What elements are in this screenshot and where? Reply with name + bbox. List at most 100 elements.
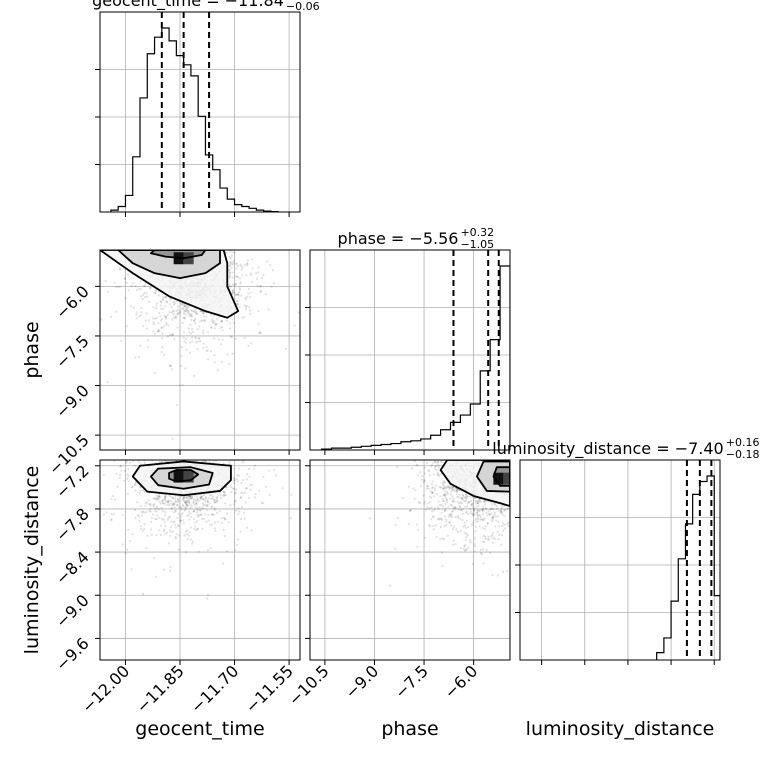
panel-geocent_time-vs-luminosity_distance-sample-point [207, 497, 210, 500]
panel-geocent_time-vs-phase-sample-point [178, 237, 180, 239]
panel-geocent_time-vs-phase-sample-point [172, 232, 174, 234]
panel-geocent_time-vs-luminosity_distance-sample-point [157, 498, 160, 501]
panel-geocent_time-vs-phase-sample-point [176, 305, 180, 308]
panel-phase-vs-luminosity_distance-sample-point [450, 504, 453, 507]
panel-geocent_time-vs-phase-sample-point [294, 237, 296, 239]
panel-geocent_time-vs-phase-sample-point [177, 231, 179, 233]
panel-geocent_time-vs-phase-sample-point [228, 362, 231, 366]
panel-phase-vs-luminosity_distance-sample-point [448, 418, 450, 420]
panel-phase-vs-luminosity_distance-sample-point [431, 463, 434, 466]
panel-phase-vs-luminosity_distance-sample-point [476, 508, 479, 511]
panel-geocent_time-vs-luminosity_distance-sample-point [127, 475, 130, 478]
panel-phase-vs-luminosity_distance-sample-point [455, 528, 458, 531]
panel-geocent_time-vs-phase-sample-point [168, 298, 171, 301]
panel-geocent_time-vs-phase-sample-point [198, 320, 202, 323]
panel-geocent_time-vs-phase-sample-point [241, 266, 244, 269]
panel-phase-vs-luminosity_distance-sample-point [472, 499, 475, 502]
panel-geocent_time-vs-phase-sample-point [190, 242, 192, 244]
panel-geocent_time-vs-luminosity_distance-sample-point [207, 458, 209, 460]
panel-phase-vs-luminosity_distance-sample-point [459, 452, 461, 454]
panel-geocent_time-vs-phase-sample-point [143, 239, 145, 241]
panel-geocent_time-vs-luminosity_distance-sample-point [219, 494, 222, 497]
hist-phase-layer [320, 250, 510, 450]
panel-geocent_time-vs-phase-sample-point [190, 315, 193, 318]
panel-geocent_time-vs-phase-sample-point [239, 263, 242, 266]
panel-geocent_time-vs-luminosity_distance-sample-point [173, 520, 176, 523]
panel-phase-vs-luminosity_distance-sample-point [494, 425, 496, 427]
panel-geocent_time-vs-phase-sample-point [228, 260, 231, 263]
panel-phase-vs-luminosity_distance-sample-point [462, 525, 465, 528]
panel-phase-vs-luminosity_distance-sample-point [503, 523, 506, 526]
hist-phase-title-minus: −1.05 [460, 238, 494, 251]
panel-geocent_time-vs-luminosity_distance-sample-point [160, 517, 164, 521]
panel-geocent_time-vs-phase-sample-point [164, 317, 168, 320]
panel-geocent_time-vs-phase-sample-point [123, 277, 126, 280]
panel-geocent_time-vs-luminosity_distance-sample-point [140, 447, 142, 449]
panel-geocent_time-vs-luminosity_distance-sample-point [161, 501, 164, 504]
panel-phase-vs-luminosity_distance-sample-point [464, 526, 468, 529]
panel-geocent_time-vs-luminosity_distance-sample-point [153, 507, 157, 510]
panel-geocent_time-vs-luminosity_distance-peak-cell [183, 470, 194, 483]
panel-geocent_time-vs-luminosity_distance-sample-point [159, 454, 161, 456]
panel-phase-vs-luminosity_distance-sample-point [515, 470, 517, 472]
panel-geocent_time-vs-phase-sample-point [217, 208, 219, 210]
panel-geocent_time-vs-luminosity_distance-sample-point [193, 416, 195, 418]
panel-geocent_time-vs-luminosity_distance-sample-point [197, 431, 199, 433]
panel-phase-vs-luminosity_distance-sample-point [470, 496, 473, 499]
panel-geocent_time-vs-luminosity_distance-sample-point [189, 503, 192, 506]
panel-geocent_time-vs-luminosity_distance-sample-point [194, 460, 197, 463]
panel-phase-vs-luminosity_distance-sample-point [430, 496, 433, 500]
panel-phase-vs-luminosity_distance-sample-point [412, 444, 414, 446]
panel-geocent_time-vs-luminosity_distance-sample-point [199, 396, 201, 398]
panel-phase-vs-luminosity_distance-sample-point [560, 467, 562, 469]
panel-geocent_time-vs-phase-sample-point [182, 246, 184, 248]
panel-phase-vs-luminosity_distance-sample-point [463, 544, 466, 547]
panel-geocent_time-vs-phase-sample-point [236, 293, 239, 296]
panel-geocent_time-vs-luminosity_distance-sample-point [215, 511, 219, 514]
panel-geocent_time-vs-phase-sample-point [236, 300, 239, 303]
panel-geocent_time-vs-phase-sample-point [194, 310, 198, 314]
panel-geocent_time-vs-phase-sample-point [235, 267, 238, 270]
panel-geocent_time-vs-luminosity_distance-sample-point [197, 447, 199, 449]
panel-geocent_time-vs-phase-sample-point [231, 263, 234, 266]
panel-geocent_time-vs-luminosity_distance-sample-point [165, 426, 167, 428]
panel-phase-vs-luminosity_distance-sample-point [394, 547, 397, 550]
panel-phase-vs-luminosity_distance-sample-point [501, 521, 504, 524]
panel-phase-vs-luminosity_distance-sample-point [489, 434, 491, 436]
panel-phase-vs-luminosity_distance-sample-point [458, 456, 460, 458]
panel-geocent_time-vs-phase-sample-point [231, 291, 234, 294]
panel-geocent_time-vs-phase-sample-point [219, 326, 222, 330]
panel-geocent_time-vs-phase-sample-point [190, 313, 193, 316]
panel-geocent_time-vs-luminosity_distance-sample-point [144, 501, 147, 504]
panel-geocent_time-vs-luminosity_distance-sample-point [125, 460, 128, 463]
panel-phase-vs-luminosity_distance-sample-point [461, 498, 464, 501]
panel-phase-vs-luminosity_distance-sample-point [481, 510, 484, 513]
panel-geocent_time-vs-phase-sample-point [220, 360, 223, 363]
panel-geocent_time-vs-luminosity_distance-sample-point [181, 437, 183, 439]
panel-phase-vs-luminosity_distance-sample-point [450, 513, 453, 516]
panel-geocent_time-vs-phase-sample-point [174, 247, 176, 249]
panel-geocent_time-vs-luminosity_distance-sample-point [253, 422, 255, 424]
panel-geocent_time-vs-luminosity_distance-sample-point [188, 457, 190, 459]
panel-phase-vs-luminosity_distance-sample-point [437, 473, 440, 477]
panel-geocent_time-vs-phase-sample-point [213, 321, 216, 324]
panel-phase-vs-luminosity_distance-sample-point [425, 461, 429, 465]
panel-geocent_time-vs-phase-sample-point [257, 244, 259, 246]
panel-geocent_time-vs-luminosity_distance-sample-point [214, 451, 216, 453]
panel-geocent_time-vs-luminosity_distance-sample-point [234, 491, 237, 494]
panel-phase-vs-luminosity_distance-sample-point [476, 520, 479, 524]
panel-geocent_time-vs-luminosity_distance-sample-point [158, 419, 160, 421]
panel-geocent_time-vs-luminosity_distance-sample-point [243, 517, 246, 520]
panel-geocent_time-vs-luminosity_distance-sample-point [138, 519, 141, 523]
panel-geocent_time-vs-phase-sample-point [152, 245, 154, 247]
panel-phase-vs-luminosity_distance-sample-point [433, 487, 436, 490]
panel-geocent_time-vs-phase-sample-point [153, 317, 157, 320]
panel-phase-vs-luminosity_distance-sample-point [511, 436, 513, 438]
panel-phase-vs-luminosity_distance-sample-point [497, 509, 500, 512]
panel-geocent_time-vs-phase-sample-point [180, 364, 183, 368]
panel-phase-vs-luminosity_distance-sample-point [561, 515, 563, 517]
panel-geocent_time-vs-luminosity_distance-sample-point [177, 500, 181, 503]
panel-geocent_time-vs-luminosity_distance-sample-point [182, 496, 186, 500]
panel-phase-vs-luminosity_distance-sample-point [459, 496, 463, 500]
panel-geocent_time-vs-phase-sample-point [284, 347, 288, 350]
